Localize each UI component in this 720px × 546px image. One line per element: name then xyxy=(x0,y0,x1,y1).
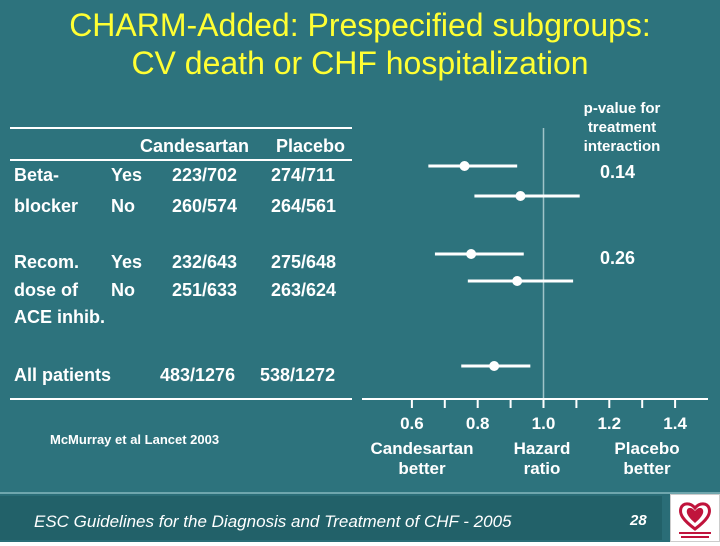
hazard-ratio-point xyxy=(515,191,526,201)
x-tick-label: 0.8 xyxy=(466,414,490,433)
row-beta-yes-candesartan: 223/702 xyxy=(172,165,238,185)
row-ace-yes-level: Yes xyxy=(111,252,143,272)
xlabel-center: Hazard xyxy=(514,439,571,458)
row-ace-inhib-group: ACE inhib. xyxy=(14,307,105,327)
citation: McMurray et al Lancet 2003 xyxy=(50,432,220,447)
column-header-candesartan: Candesartan xyxy=(140,136,250,156)
xlabel-center: ratio xyxy=(524,459,561,478)
footer: ESC Guidelines for the Diagnosis and Tre… xyxy=(0,492,720,542)
x-tick-label: 1.4 xyxy=(663,414,687,433)
row-beta-group: Beta- xyxy=(14,165,60,185)
row-ace-yes-candesartan: 232/643 xyxy=(172,252,238,272)
table-top-rule xyxy=(10,127,352,129)
hazard-ratio-point xyxy=(489,361,500,371)
pvalue-header-line-2: treatment xyxy=(587,119,657,136)
row-recom-group: Recom. xyxy=(14,252,80,272)
page-number: 28 xyxy=(630,512,647,529)
row-beta-no-level: No xyxy=(111,196,135,216)
xlabel-right: Placebo xyxy=(614,439,679,458)
row-beta-yes-placebo: 274/711 xyxy=(271,165,336,185)
x-tick-label: 1.2 xyxy=(597,414,621,433)
title-line-1: CHARM-Added: Prespecified subgroups: xyxy=(69,7,651,43)
xlabel-right: better xyxy=(623,459,671,478)
pvalue-header: p-value for treatment interaction xyxy=(562,99,682,156)
slide-title: CHARM-Added: Prespecified subgroups: CV … xyxy=(0,6,720,82)
row-all-placebo: 538/1272 xyxy=(260,365,336,385)
hazard-ratio-point xyxy=(466,249,477,259)
x-tick-label: 0.6 xyxy=(400,414,424,433)
row-beta-no-candesartan: 260/574 xyxy=(172,196,238,216)
pvalue-beta-blocker: 0.14 xyxy=(600,162,636,182)
row-dose-group: dose of xyxy=(14,280,79,300)
footer-bar xyxy=(0,496,662,540)
hazard-ratio-point xyxy=(512,276,523,286)
table-header-rule xyxy=(10,159,352,161)
row-beta-yes-level: Yes xyxy=(111,165,143,185)
row-ace-yes-placebo: 275/648 xyxy=(271,252,337,272)
row-ace-no-candesartan: 251/633 xyxy=(172,280,238,300)
column-header-placebo: Placebo xyxy=(276,136,346,156)
pvalue-header-line-3: interaction xyxy=(583,138,661,155)
heart-logo-icon xyxy=(679,502,711,538)
footer-text: ESC Guidelines for the Diagnosis and Tre… xyxy=(34,512,512,531)
row-ace-no-placebo: 263/624 xyxy=(271,280,337,300)
pvalue-ace-dose: 0.26 xyxy=(600,248,636,268)
title-line-2: CV death or CHF hospitalization xyxy=(131,45,589,81)
esc-logo xyxy=(670,494,720,542)
row-ace-no-level: No xyxy=(111,280,135,300)
row-beta-no-placebo: 264/561 xyxy=(271,196,337,216)
row-all-candesartan: 483/1276 xyxy=(160,365,236,385)
xlabel-left: better xyxy=(398,459,446,478)
row-blocker-group: blocker xyxy=(14,196,79,216)
pvalue-header-line-1: p-value for xyxy=(583,100,661,117)
hazard-ratio-point xyxy=(459,161,470,171)
xlabel-left: Candesartan xyxy=(371,439,474,458)
x-tick-label: 1.0 xyxy=(532,414,556,433)
table-bottom-rule xyxy=(10,398,352,400)
row-all-patients-group: All patients xyxy=(14,365,112,385)
